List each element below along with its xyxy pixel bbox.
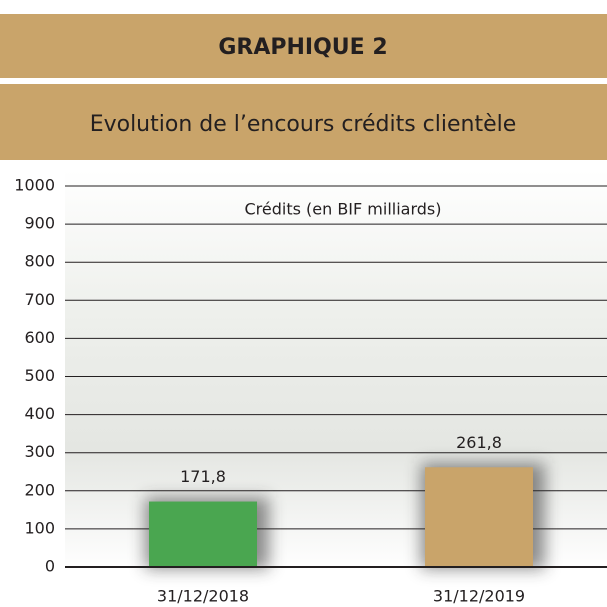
y-tick-label: 1000 — [14, 176, 55, 195]
chart-subtitle: Evolution de l’encours crédits clientèle — [90, 112, 517, 137]
y-tick-label: 400 — [24, 404, 55, 423]
subtitle-band — [0, 84, 607, 160]
y-tick-label: 800 — [24, 252, 55, 271]
y-tick-label: 700 — [24, 290, 55, 309]
y-tick-label: 900 — [24, 214, 55, 233]
y-tick-label: 300 — [24, 442, 55, 461]
y-tick-label: 200 — [24, 480, 55, 499]
value-label: 171,8 — [180, 467, 226, 486]
bar — [425, 467, 533, 567]
title-band — [0, 14, 607, 78]
y-tick-label: 100 — [24, 518, 55, 537]
annotation: Crédits (en BIF milliards) — [244, 200, 441, 219]
y-tick-label: 0 — [45, 557, 55, 576]
x-tick-label: 31/12/2018 — [157, 587, 249, 606]
y-tick-label: 500 — [24, 366, 55, 385]
bar — [149, 501, 257, 567]
chart-title: GRAPHIQUE 2 — [218, 35, 387, 60]
x-tick-label: 31/12/2019 — [433, 587, 525, 606]
value-label: 261,8 — [456, 433, 502, 452]
y-tick-label: 600 — [24, 328, 55, 347]
